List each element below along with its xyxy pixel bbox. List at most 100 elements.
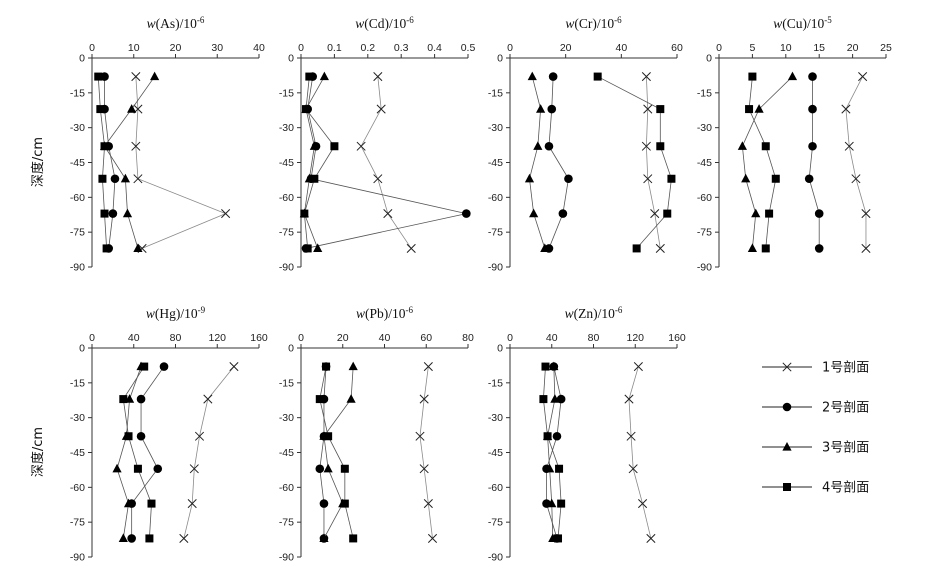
x-tick-label: 0.2	[360, 42, 375, 54]
x-tick-label: 0.5	[461, 42, 476, 54]
data-point	[303, 244, 312, 253]
y-tick-label: -45	[697, 157, 712, 169]
data-point	[319, 71, 329, 81]
x-tick-label: 80	[462, 332, 474, 344]
data-point	[747, 243, 757, 253]
data-point	[814, 209, 824, 218]
data-point	[131, 72, 141, 82]
data-point	[814, 244, 824, 253]
chart-panel-4: w(Cu)/10-5 0 5 10 15 20 25 0 -15 -30 -45 -60 -75 -90	[697, 15, 892, 274]
data-point	[324, 432, 333, 441]
series-2	[127, 362, 169, 543]
panel-title: w(As)/10-6	[147, 15, 205, 31]
x-tick-label: 25	[880, 42, 892, 54]
series-2	[804, 72, 824, 253]
data-point	[547, 104, 557, 114]
x-tick-label: 20	[337, 332, 349, 344]
x-tick-label: 15	[813, 42, 825, 54]
data-point	[346, 394, 356, 403]
legend-label: 2号剖面	[822, 401, 869, 416]
y-axis-label: 深度/cm	[30, 137, 46, 187]
chart-panel-1: w(As)/10-6 0 10 20 30 40 0 -15 -30 -45 -60 -75 -90 深度…	[30, 15, 265, 274]
data-point	[94, 72, 103, 81]
y-tick-label: -15	[488, 87, 503, 99]
data-point	[771, 174, 780, 183]
data-point	[543, 432, 552, 441]
data-point	[550, 394, 560, 403]
x-tick-label: 0.3	[394, 42, 409, 54]
y-tick-label: 0	[497, 53, 503, 65]
y-axis-label: 深度/cm	[30, 427, 46, 477]
chart-panels: w(As)/10-6 0 10 20 30 40 0 -15 -30 -45 -60 -75 -90 深度…	[30, 15, 892, 564]
data-point	[545, 463, 555, 473]
data-point	[741, 173, 751, 183]
data-point	[96, 105, 105, 114]
series-line	[845, 76, 867, 249]
y-tick-label: -75	[488, 227, 503, 239]
series-line	[548, 76, 569, 249]
series-line	[135, 76, 227, 249]
data-point	[540, 243, 550, 253]
x-tick-label: 160	[668, 332, 686, 344]
series-line	[360, 76, 412, 249]
x-tick-label: 160	[250, 332, 268, 344]
chart-panel-3: w(Cr)/10-6 0 20 40 60 0 -15 -30 -45 -60 -75 -90	[488, 15, 683, 274]
series-1	[415, 362, 438, 543]
x-tick-label: 20	[170, 42, 182, 54]
legend-label: 4号剖面	[822, 481, 869, 496]
series-3	[524, 71, 550, 253]
x-tick-label: 30	[211, 42, 223, 54]
data-point	[330, 142, 339, 151]
data-point	[122, 208, 133, 218]
series-4	[745, 72, 780, 253]
series-1	[641, 72, 665, 253]
series-3	[737, 71, 798, 253]
data-point	[179, 533, 189, 543]
data-point	[310, 174, 319, 183]
series-line	[131, 366, 165, 539]
x-tick-label: 40	[128, 332, 140, 344]
data-point	[124, 432, 133, 441]
data-point	[650, 209, 660, 219]
y-tick-label: 0	[288, 53, 294, 65]
data-point	[147, 499, 156, 508]
chart-panel-6: w(Pb)/10-6 0 20 40 60 80 0 -15 -30 -45 -60 -75 -90	[279, 305, 474, 564]
data-point	[524, 173, 535, 183]
data-point	[593, 72, 602, 81]
series-line	[303, 76, 335, 249]
series-line	[104, 76, 116, 249]
data-point	[748, 72, 757, 81]
panel-title: w(Zn)/10-6	[565, 305, 623, 321]
x-tick-label: 10	[780, 42, 792, 54]
data-point	[419, 464, 429, 474]
series-2	[544, 72, 573, 253]
legend-label: 1号剖面	[822, 361, 869, 376]
data-point	[319, 533, 329, 543]
y-tick-label: -45	[279, 157, 294, 169]
y-tick-label: -90	[279, 552, 294, 564]
x-tick-label: 0	[89, 42, 95, 54]
series-2	[301, 72, 471, 253]
y-tick-label: -90	[488, 552, 503, 564]
data-point	[547, 498, 557, 508]
x-tick-label: 120	[626, 332, 644, 344]
data-point	[300, 209, 309, 218]
data-point	[373, 174, 383, 184]
y-tick-label: -75	[279, 517, 294, 529]
data-point	[313, 243, 323, 253]
data-point	[203, 394, 213, 404]
series-line	[122, 366, 152, 539]
data-point	[808, 72, 817, 81]
data-point	[153, 464, 163, 474]
series-line	[546, 366, 562, 539]
x-tick-label: 60	[420, 332, 432, 344]
data-point	[133, 243, 143, 253]
data-point	[638, 499, 648, 509]
data-point	[356, 141, 366, 151]
y-tick-label: -90	[488, 262, 503, 274]
data-point	[427, 533, 438, 543]
data-point	[641, 72, 651, 82]
data-point	[737, 141, 747, 150]
y-tick-label: -15	[488, 377, 503, 389]
